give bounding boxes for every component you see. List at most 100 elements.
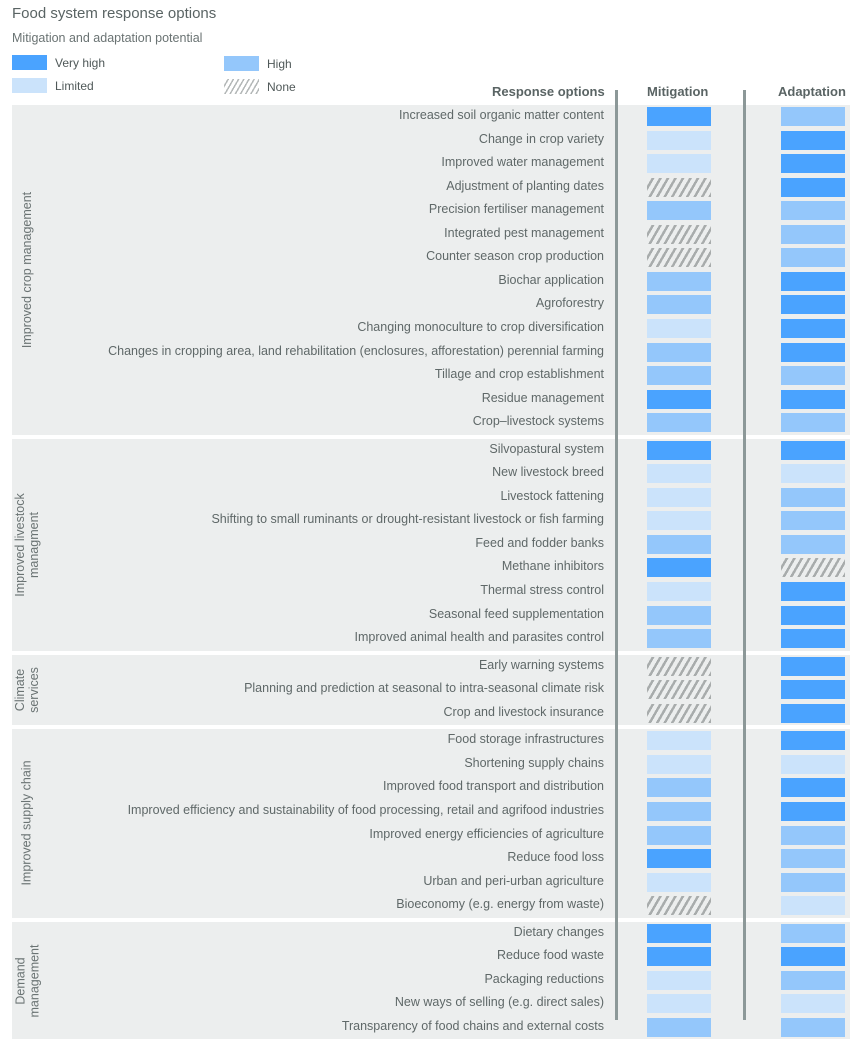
legend-very-high: Very high [12,55,105,70]
adaptation-cell [781,872,845,892]
mitigation-cell [647,413,711,433]
adaptation-cell [781,582,845,601]
mitigation-cell [647,1017,711,1037]
mitigation-cell [647,177,711,197]
mitigation-cell [647,896,711,916]
legend-swatch-very-high [12,55,47,70]
row-label: Livestock fattening [500,488,604,503]
mitigation-cell [647,656,711,676]
mitigation-cell [647,366,711,386]
mitigation-cell [647,582,711,601]
row-label: Improved animal health and parasites con… [354,630,604,645]
row-label: Early warning systems [478,657,604,672]
adaptation-cell [781,825,845,845]
adaptation-cell [781,849,845,869]
mitigation-cell [647,224,711,244]
mitigation-cell [647,154,711,174]
row-label: Adjustment of planting dates [446,178,604,193]
adaptation-cell [781,413,845,433]
row-label: Improved water management [441,155,604,170]
mitigation-cell [647,872,711,892]
row-label: Feed and fodder banks [475,535,604,550]
adaptation-cell [781,970,845,990]
row-label: Change in crop variety [478,131,604,146]
mitigation-cell [647,970,711,990]
group-label-text: Improved supply chain [20,760,35,887]
mitigation-cell [647,295,711,315]
mitigation-cell [647,107,711,126]
adaptation-cell [781,201,845,221]
mitigation-cell [647,440,711,460]
chart-title: Food system response options [12,5,217,22]
group-label-text: Demand management [13,944,41,1018]
adaptation-cell [781,224,845,244]
row-label: Residue management [481,390,604,405]
row-label: Food storage infrastructures [447,732,604,747]
row-label: Planning and prediction at seasonal to i… [244,681,604,696]
mitigation-cell [647,511,711,531]
adaptation-cell [781,130,845,150]
group-improved-supply-chain: Improved supply chain [12,729,850,918]
adaptation-cell [781,389,845,409]
chart-subtitle: Mitigation and adaptation potential [12,31,203,45]
group-label-text: Improved livestock managment [13,492,42,597]
adaptation-cell [781,440,845,460]
adaptation-cell [781,248,845,268]
row-label: Bioeconomy (e.g. energy from waste) [396,897,604,912]
header-response-options: Response options [492,84,605,99]
adaptation-cell [781,994,845,1014]
row-label: Crop and livestock insurance [443,704,605,719]
row-label: Thermal stress control [480,583,604,597]
row-label: Shortening supply chains [464,755,604,770]
row-label: Transparency of food chains and external… [341,1018,604,1033]
mitigation-cell [647,464,711,484]
row-label: Seasonal feed supplementation [428,606,604,621]
row-label: Changes in cropping area, land rehabilit… [108,343,604,358]
legend-high: High [224,56,292,71]
adaptation-cell [781,318,845,338]
mitigation-cell [647,731,711,751]
adaptation-cell [781,778,845,798]
row-label: Urban and peri-urban agriculture [423,873,604,888]
adaptation-cell [781,1017,845,1037]
legend-swatch-limited [12,78,47,93]
adaptation-cell [781,731,845,751]
row-label: Counter season crop production [426,249,604,264]
group-label-text: Climate services [13,667,41,713]
row-label: Integrated pest management [444,225,604,240]
adaptation-cell [781,605,845,625]
group-label-text: Improved crop management [20,191,34,349]
adaptation-cell [781,366,845,386]
divider-adaptation [743,90,746,1020]
group-improved-crop-management: Improved crop management [12,105,850,435]
mitigation-cell [647,778,711,798]
mitigation-cell [647,248,711,268]
row-label: Reduce food waste [496,948,604,963]
row-label: New livestock breed [492,465,604,480]
mitigation-cell [647,558,711,578]
adaptation-cell [781,680,845,700]
mitigation-cell [647,487,711,507]
adaptation-cell [781,464,845,484]
row-label: Crop–livestock systems [472,414,604,429]
group-label: Improved crop management [12,105,42,435]
legend-label: Limited [55,78,94,93]
mitigation-cell [647,849,711,869]
adaptation-cell [781,629,845,649]
adaptation-cell [781,558,845,578]
divider-mitigation [615,90,618,1020]
row-label: Improved energy efficiencies of agricult… [369,826,604,841]
row-label: Agroforestry [535,296,604,311]
row-label: Methane inhibitors [501,559,604,574]
mitigation-cell [647,801,711,821]
group-label: Improved livestock managment [12,439,42,651]
adaptation-cell [781,271,845,291]
adaptation-cell [781,154,845,174]
adaptation-cell [781,703,845,723]
mitigation-cell [647,629,711,649]
adaptation-cell [781,754,845,774]
group-label: Demand management [12,922,42,1039]
mitigation-cell [647,994,711,1014]
legend-limited: Limited [12,78,94,93]
adaptation-cell [781,487,845,507]
